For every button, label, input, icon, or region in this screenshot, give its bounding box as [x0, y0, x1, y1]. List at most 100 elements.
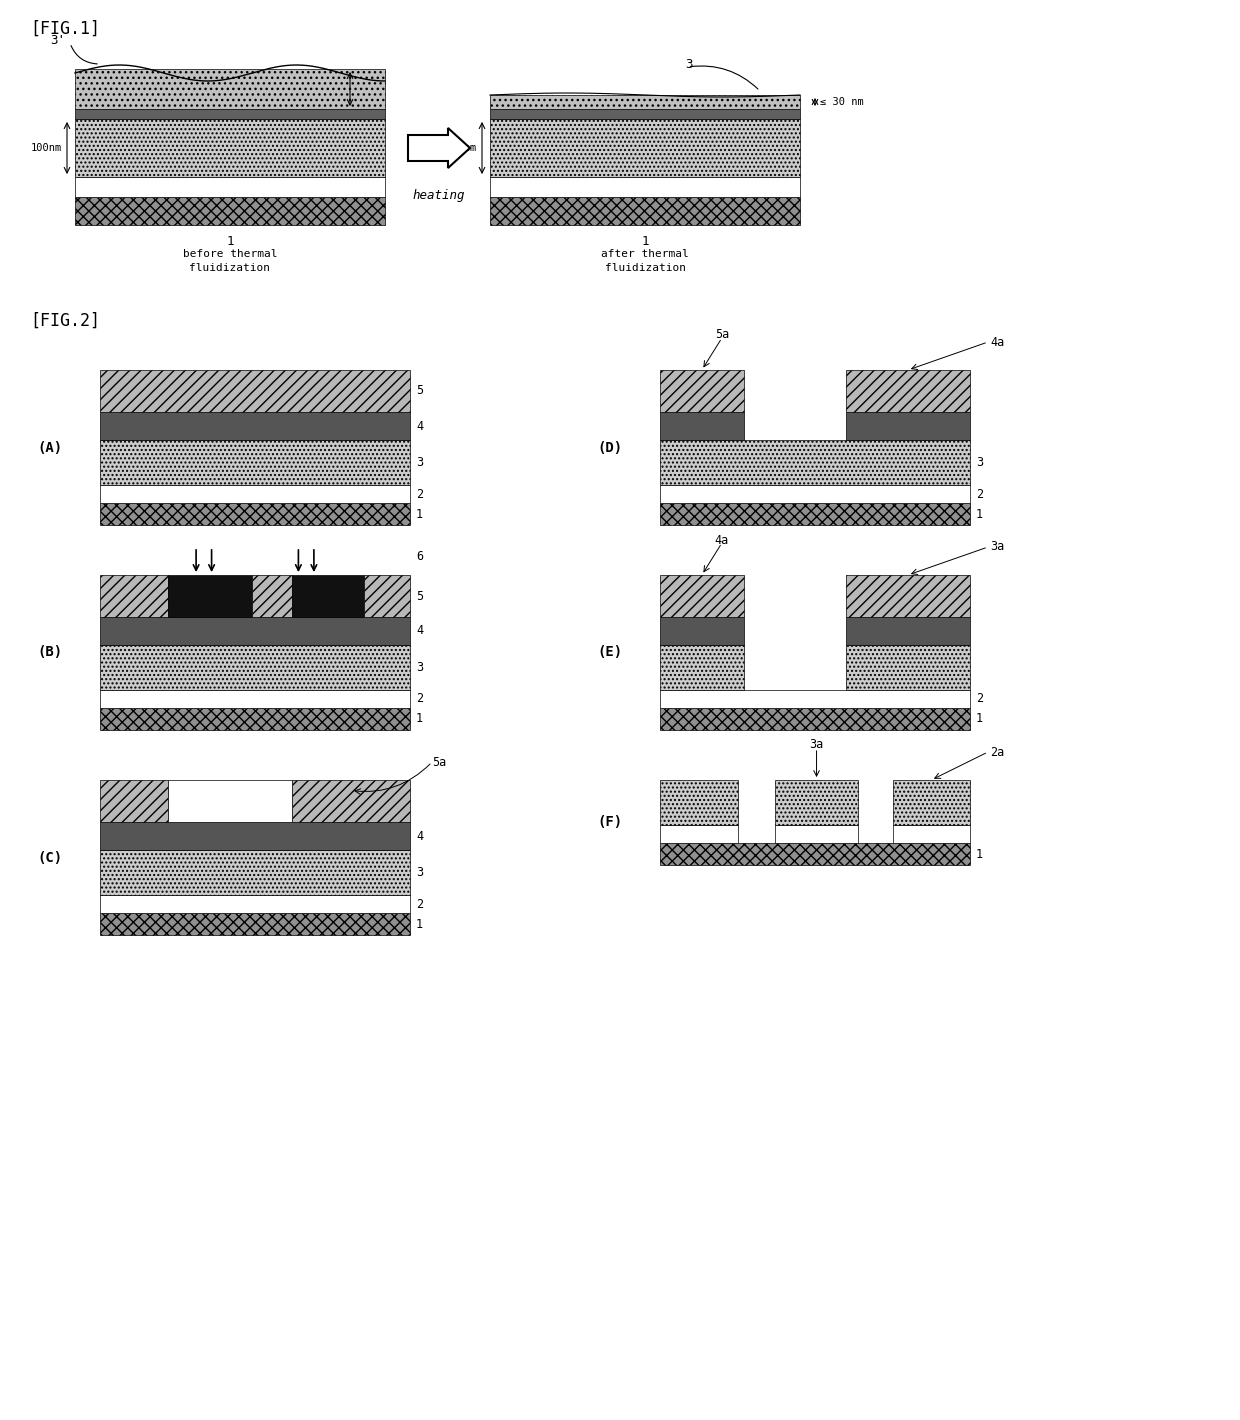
- Text: 1: 1: [415, 917, 423, 930]
- Text: 4a: 4a: [714, 534, 729, 547]
- Bar: [893, 825, 970, 843]
- Bar: [846, 412, 970, 440]
- Text: 4: 4: [415, 419, 423, 433]
- Text: 4a: 4a: [990, 335, 1004, 348]
- Bar: [775, 780, 858, 825]
- Bar: [74, 109, 384, 119]
- Bar: [169, 780, 293, 822]
- Text: (E): (E): [598, 646, 622, 659]
- Text: (C): (C): [37, 851, 62, 865]
- Text: heating: heating: [413, 189, 465, 203]
- Bar: [660, 825, 738, 843]
- Text: 1: 1: [641, 234, 649, 248]
- Text: 1: 1: [976, 848, 983, 861]
- Text: fluidization: fluidization: [190, 263, 270, 273]
- Bar: [100, 913, 410, 934]
- Bar: [660, 575, 744, 618]
- Text: (B): (B): [37, 646, 62, 659]
- Text: (F): (F): [598, 815, 622, 829]
- Bar: [74, 70, 384, 109]
- Bar: [660, 503, 970, 525]
- Bar: [100, 440, 410, 486]
- Bar: [775, 825, 858, 843]
- Bar: [100, 412, 410, 440]
- Bar: [846, 371, 970, 412]
- Text: 6: 6: [415, 551, 423, 564]
- Bar: [660, 486, 970, 503]
- Text: 5a: 5a: [714, 328, 729, 341]
- Bar: [490, 178, 800, 197]
- Bar: [660, 690, 970, 709]
- Bar: [100, 618, 410, 645]
- Text: 2: 2: [415, 693, 423, 706]
- Bar: [490, 109, 800, 119]
- Bar: [660, 780, 738, 825]
- Text: 5: 5: [415, 385, 423, 398]
- Text: 3: 3: [686, 58, 693, 71]
- Text: 100nm: 100nm: [445, 143, 477, 153]
- Text: 2: 2: [415, 897, 423, 910]
- Text: after thermal: after thermal: [601, 248, 689, 258]
- Text: 2: 2: [976, 693, 983, 706]
- Bar: [100, 690, 410, 709]
- Bar: [100, 822, 410, 851]
- Bar: [74, 119, 384, 178]
- Bar: [846, 575, 970, 618]
- Text: 100nm: 100nm: [31, 143, 62, 153]
- Bar: [660, 645, 744, 690]
- Text: 3: 3: [415, 866, 423, 879]
- Bar: [660, 618, 744, 645]
- Text: 1: 1: [976, 507, 983, 521]
- Text: 2: 2: [415, 487, 423, 500]
- Bar: [293, 575, 363, 618]
- Text: 1: 1: [415, 713, 423, 726]
- Bar: [74, 178, 384, 197]
- Bar: [660, 371, 744, 412]
- Text: 1: 1: [226, 234, 234, 248]
- Text: 3: 3: [415, 456, 423, 469]
- Bar: [100, 486, 410, 503]
- Bar: [660, 709, 970, 730]
- Text: (D): (D): [598, 440, 622, 454]
- Text: 3a: 3a: [810, 738, 823, 751]
- Text: 4: 4: [415, 625, 423, 638]
- Text: 2a: 2a: [990, 746, 1004, 758]
- Bar: [252, 575, 293, 618]
- Text: [FIG.2]: [FIG.2]: [30, 312, 100, 329]
- Text: ≤ 30 nm: ≤ 30 nm: [820, 97, 864, 106]
- Bar: [100, 371, 410, 412]
- Bar: [100, 851, 410, 895]
- Text: before thermal: before thermal: [182, 248, 278, 258]
- Text: 5a: 5a: [432, 755, 446, 768]
- Text: [FIG.1]: [FIG.1]: [30, 20, 100, 38]
- Bar: [660, 440, 970, 486]
- Bar: [100, 575, 169, 618]
- Text: 2: 2: [976, 487, 983, 500]
- Bar: [100, 780, 169, 822]
- Bar: [660, 843, 970, 865]
- FancyArrow shape: [408, 128, 470, 168]
- Bar: [293, 780, 410, 822]
- Bar: [100, 709, 410, 730]
- Text: 5: 5: [415, 589, 423, 602]
- Bar: [100, 503, 410, 525]
- Text: 3: 3: [415, 660, 423, 674]
- Text: 1: 1: [976, 713, 983, 726]
- Bar: [490, 119, 800, 178]
- Bar: [846, 645, 970, 690]
- Text: 1: 1: [415, 507, 423, 521]
- Bar: [100, 645, 410, 690]
- Bar: [490, 197, 800, 224]
- Bar: [169, 575, 252, 618]
- Text: 3: 3: [976, 456, 983, 469]
- Bar: [660, 412, 744, 440]
- Text: (A): (A): [37, 440, 62, 454]
- Bar: [363, 575, 410, 618]
- Bar: [74, 197, 384, 224]
- Text: fluidization: fluidization: [605, 263, 686, 273]
- Bar: [893, 780, 970, 825]
- Text: 4: 4: [415, 829, 423, 842]
- Text: 3a: 3a: [990, 541, 1004, 554]
- Bar: [846, 618, 970, 645]
- Bar: [490, 95, 800, 109]
